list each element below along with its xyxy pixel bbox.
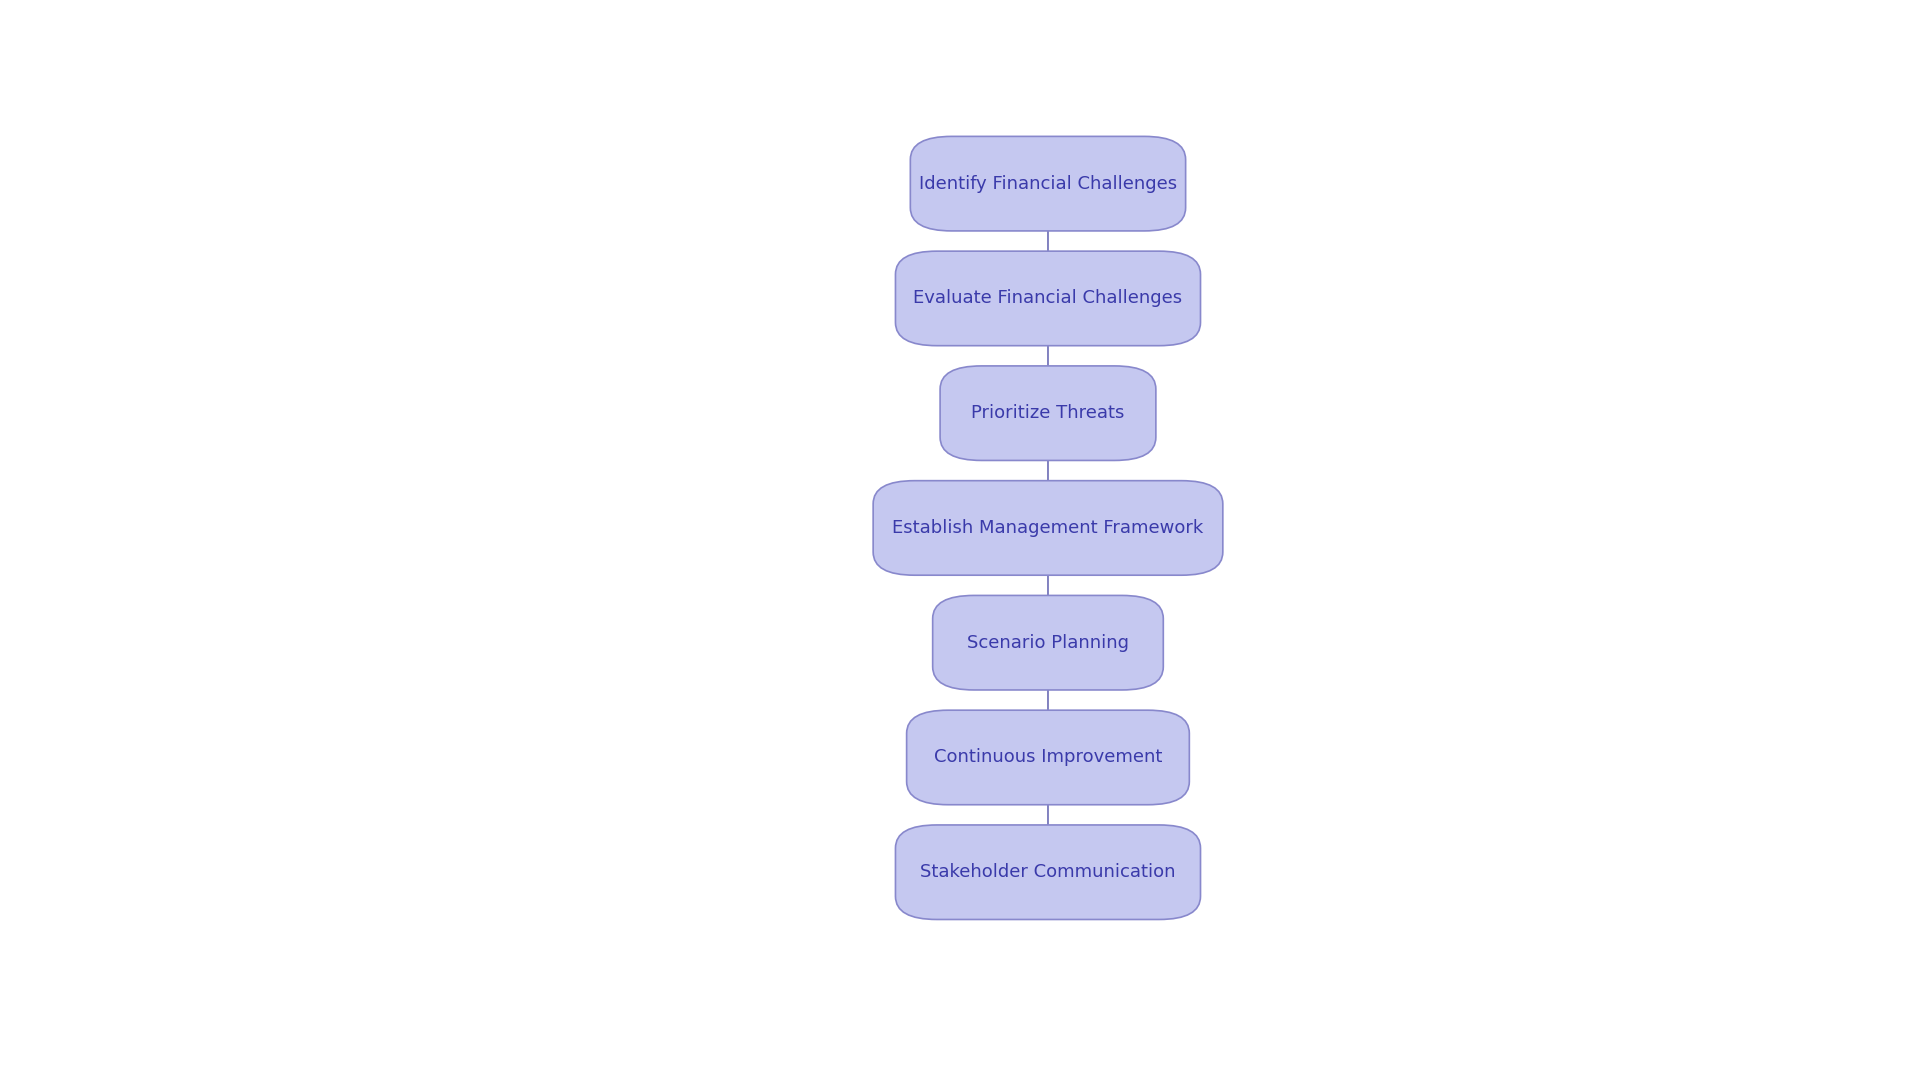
FancyBboxPatch shape [895, 825, 1200, 919]
Text: Establish Management Framework: Establish Management Framework [893, 518, 1204, 537]
Text: Scenario Planning: Scenario Planning [968, 634, 1129, 651]
Text: Stakeholder Communication: Stakeholder Communication [920, 863, 1175, 881]
FancyBboxPatch shape [874, 481, 1223, 576]
Text: Identify Financial Challenges: Identify Financial Challenges [920, 175, 1177, 192]
Text: Prioritize Threats: Prioritize Threats [972, 404, 1125, 422]
Text: Continuous Improvement: Continuous Improvement [933, 748, 1162, 767]
FancyBboxPatch shape [910, 136, 1187, 231]
FancyBboxPatch shape [941, 366, 1156, 460]
Text: Evaluate Financial Challenges: Evaluate Financial Challenges [914, 289, 1183, 308]
FancyBboxPatch shape [895, 252, 1200, 346]
FancyBboxPatch shape [906, 711, 1188, 805]
FancyBboxPatch shape [933, 595, 1164, 690]
